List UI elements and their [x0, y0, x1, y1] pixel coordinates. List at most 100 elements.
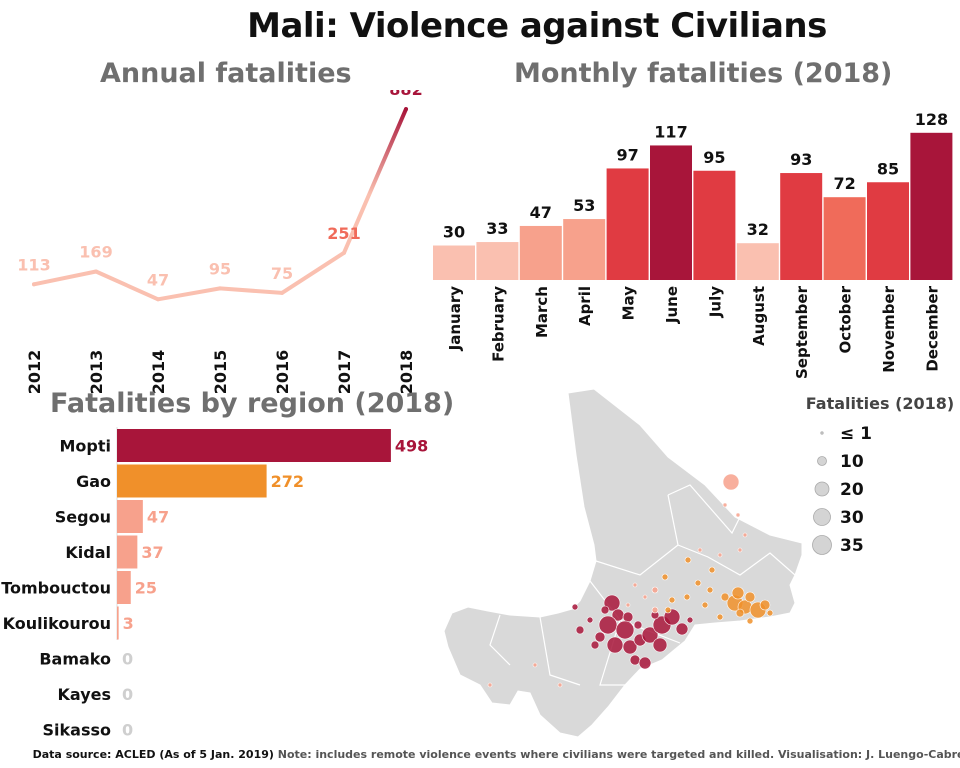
month-data-label: 47	[530, 203, 552, 222]
map-legend-label: 20	[840, 480, 864, 500]
month-x-tick: May	[620, 286, 638, 321]
map-event-point	[706, 586, 714, 594]
map-legend-label: 35	[840, 536, 864, 556]
map-event-point	[600, 605, 610, 615]
month-x-tick: October	[837, 285, 855, 353]
map-event-point	[716, 613, 724, 621]
map-event-point	[664, 606, 672, 614]
month-bar	[606, 168, 649, 280]
region-bar	[117, 464, 267, 498]
map-event-point	[708, 566, 716, 574]
month-x-tick: January	[446, 286, 464, 352]
month-x-tick: June	[663, 286, 681, 324]
map-event-point	[586, 616, 594, 624]
map-event-point	[557, 682, 563, 688]
map-event-point	[675, 622, 689, 636]
map-event-point	[652, 637, 668, 653]
map-legend-circle	[812, 535, 832, 555]
region-fatalities-chart: Mopti 498 Gao 272 Segou 47 Kidal 37 Tombouctou 25…	[1, 427, 428, 740]
month-x-tick: July	[706, 286, 724, 318]
map-event-point	[622, 639, 638, 655]
map-event-point	[731, 586, 745, 600]
map-event-point	[722, 473, 740, 491]
region-bar	[117, 500, 143, 533]
map-event-point	[629, 654, 641, 666]
annual-data-label: 75	[271, 264, 293, 283]
map-event-point	[701, 601, 709, 609]
footer: Data source: ACLED (As of 5 Jan. 2019) N…	[0, 748, 960, 761]
map-event-point	[594, 631, 606, 643]
annual-data-label: 251	[327, 224, 360, 243]
month-data-label: 32	[747, 220, 769, 239]
region-chart-title: Fatalities by region (2018)	[50, 388, 455, 419]
month-data-label: 30	[443, 223, 465, 242]
month-bar	[433, 245, 475, 280]
region-y-tick: Sikasso	[43, 721, 111, 740]
map-event-point	[575, 625, 585, 635]
annual-x-tick: 2014	[149, 350, 168, 395]
region-data-label: 272	[271, 472, 304, 491]
map-event-point	[735, 512, 741, 518]
monthly-fatalities-chart: 30 January 33 February 47 March 53 April 97 May 11…	[433, 110, 953, 379]
annual-x-tick: 2016	[273, 350, 292, 395]
month-bar	[650, 145, 692, 280]
map-event-point	[661, 573, 669, 581]
map-legend-circle	[820, 431, 824, 435]
map-event-point	[638, 656, 652, 670]
region-y-tick: Gao	[76, 472, 111, 491]
region-y-tick: Kayes	[57, 685, 111, 704]
region-y-tick: Mopti	[60, 437, 112, 456]
region-data-label: 498	[395, 437, 428, 456]
map-event-point	[633, 620, 643, 630]
month-bar	[910, 132, 953, 280]
region-data-label: 37	[141, 543, 163, 562]
annual-data-label: 95	[209, 259, 231, 278]
month-x-tick: March	[533, 286, 551, 338]
month-x-tick: April	[576, 286, 594, 326]
region-data-label: 0	[122, 721, 133, 740]
mali-map: Fatalities (2018) ≤ 1 10 20 30 35	[443, 388, 954, 738]
region-y-tick: Koulikourou	[3, 614, 111, 633]
annual-data-label: 113	[17, 255, 50, 274]
data-note: Note: includes remote violence events wh…	[277, 748, 960, 761]
annual-point	[218, 286, 222, 291]
month-data-label: 93	[790, 150, 812, 169]
month-bar	[563, 219, 606, 280]
map-event-point	[759, 599, 771, 611]
month-bar	[867, 182, 909, 280]
map-event-point	[641, 626, 659, 644]
mali-region-borders	[489, 484, 796, 686]
map-event-point	[590, 640, 600, 650]
mali-map-land	[443, 388, 803, 738]
region-data-label: 25	[135, 579, 157, 598]
map-event-point	[744, 591, 756, 603]
month-bar	[780, 173, 823, 280]
annual-data-label: 169	[79, 243, 112, 262]
map-event-point	[487, 682, 493, 688]
annual-fatalities-chart: 113 2012 169 2013 47 2014 95 2015 75 2016 251 2017 8…	[17, 90, 422, 395]
map-event-point	[766, 609, 774, 617]
monthly-chart-title: Monthly fatalities (2018)	[514, 58, 893, 89]
region-bar	[117, 535, 138, 569]
map-event-point	[668, 596, 676, 604]
month-data-label: 53	[573, 196, 595, 215]
month-data-label: 97	[616, 145, 638, 164]
annual-point	[156, 297, 160, 302]
map-event-point	[625, 602, 631, 608]
month-bar	[693, 170, 736, 280]
annual-x-tick: 2013	[87, 350, 106, 395]
map-legend: Fatalities (2018) ≤ 1 10 20 30 35	[806, 394, 954, 556]
month-data-label: 72	[833, 174, 855, 193]
map-event-point	[642, 594, 648, 600]
region-y-tick: Kidal	[65, 543, 111, 562]
map-event-point	[532, 662, 538, 668]
data-source: Data source: ACLED (As of 5 Jan. 2019)	[32, 748, 274, 761]
map-event-point	[632, 582, 638, 588]
map-event-point	[651, 606, 659, 614]
map-event-point	[717, 552, 723, 558]
annual-x-tick: 2015	[211, 350, 230, 395]
map-legend-circle	[817, 456, 827, 466]
month-x-tick: December	[923, 285, 941, 371]
map-event-point	[684, 556, 692, 564]
map-event-point	[606, 636, 624, 654]
